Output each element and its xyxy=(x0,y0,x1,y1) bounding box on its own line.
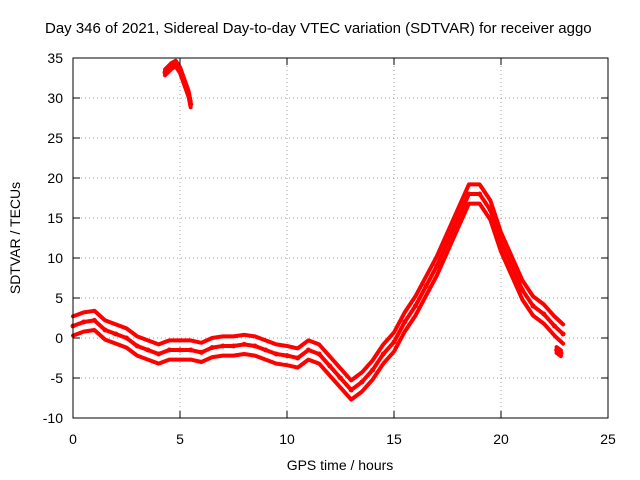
data-point xyxy=(412,303,418,309)
series-group xyxy=(70,58,566,402)
series-2 xyxy=(554,345,564,359)
y-tick-label: 25 xyxy=(47,130,63,146)
data-point xyxy=(423,283,429,289)
data-point xyxy=(359,379,365,385)
data-point xyxy=(273,351,279,357)
data-point xyxy=(305,347,311,353)
data-point xyxy=(530,303,536,309)
y-tick-label: -5 xyxy=(51,370,64,386)
data-point xyxy=(220,343,226,349)
y-tick-label: -10 xyxy=(43,410,63,426)
x-tick-label: 10 xyxy=(279,431,295,447)
data-point xyxy=(295,355,301,361)
x-tick-label: 15 xyxy=(386,431,402,447)
data-point xyxy=(162,69,168,75)
data-point xyxy=(477,191,483,197)
grid-lines xyxy=(73,58,608,418)
data-point xyxy=(241,341,247,347)
series-1 xyxy=(162,58,194,110)
data-point xyxy=(316,351,322,357)
data-point xyxy=(156,351,162,357)
data-point xyxy=(102,327,108,333)
data-point xyxy=(145,347,151,353)
y-axis-label: SDTVAR / TECUs xyxy=(7,182,23,294)
series-line xyxy=(163,58,193,104)
series-line xyxy=(71,201,566,402)
y-tick-label: 5 xyxy=(55,290,63,306)
data-point xyxy=(284,353,290,359)
data-point xyxy=(209,345,215,351)
data-point xyxy=(541,311,547,317)
y-tick-label: 0 xyxy=(55,330,63,346)
data-point xyxy=(509,263,515,269)
x-tick-label: 5 xyxy=(176,431,184,447)
data-point xyxy=(348,387,354,393)
data-point xyxy=(91,317,97,323)
x-tick-label: 0 xyxy=(69,431,77,447)
data-point xyxy=(327,363,333,369)
data-point xyxy=(455,215,461,221)
data-point xyxy=(498,239,504,245)
data-point xyxy=(466,191,472,197)
data-point xyxy=(263,347,269,353)
chart-title: Day 346 of 2021, Sidereal Day-to-day VTE… xyxy=(45,20,592,37)
series-0 xyxy=(70,182,566,402)
x-axis-label: GPS time / hours xyxy=(287,457,394,473)
data-point xyxy=(560,331,566,337)
data-point xyxy=(519,287,525,293)
data-point xyxy=(338,375,343,381)
data-point xyxy=(188,101,194,107)
y-tick-label: 35 xyxy=(47,50,63,66)
y-tick-label: 15 xyxy=(47,210,63,226)
data-point xyxy=(186,91,192,97)
y-tick-label: 20 xyxy=(47,170,63,186)
data-point xyxy=(134,343,140,349)
y-tick-label: 10 xyxy=(47,250,63,266)
data-point xyxy=(434,263,440,269)
data-point xyxy=(445,239,450,245)
data-point xyxy=(487,207,493,213)
data-point xyxy=(552,323,557,329)
y-tick-label: 30 xyxy=(47,90,63,106)
data-point xyxy=(168,63,174,69)
plot-border xyxy=(72,57,609,419)
y-tick-labels: -10 -5 0 5 10 15 20 25 30 35 xyxy=(43,50,608,426)
data-point xyxy=(370,367,376,373)
data-point xyxy=(177,347,183,353)
data-point xyxy=(113,331,119,337)
data-point xyxy=(252,343,258,349)
data-point xyxy=(166,347,172,353)
data-point xyxy=(554,347,560,353)
data-point xyxy=(81,319,87,325)
data-point xyxy=(173,61,179,67)
x-tick-label: 25 xyxy=(600,431,616,447)
data-point xyxy=(181,79,187,85)
data-point xyxy=(177,67,183,73)
data-point xyxy=(198,349,204,355)
data-point xyxy=(391,339,397,345)
series-line xyxy=(71,182,566,383)
x-tick-labels: 0 5 10 15 20 25 xyxy=(69,58,616,447)
data-point xyxy=(402,319,408,325)
x-tick-label: 20 xyxy=(493,431,509,447)
data-point xyxy=(380,351,386,357)
data-point xyxy=(231,343,236,349)
data-point xyxy=(558,350,564,356)
data-point xyxy=(188,347,194,353)
data-point xyxy=(124,335,129,341)
